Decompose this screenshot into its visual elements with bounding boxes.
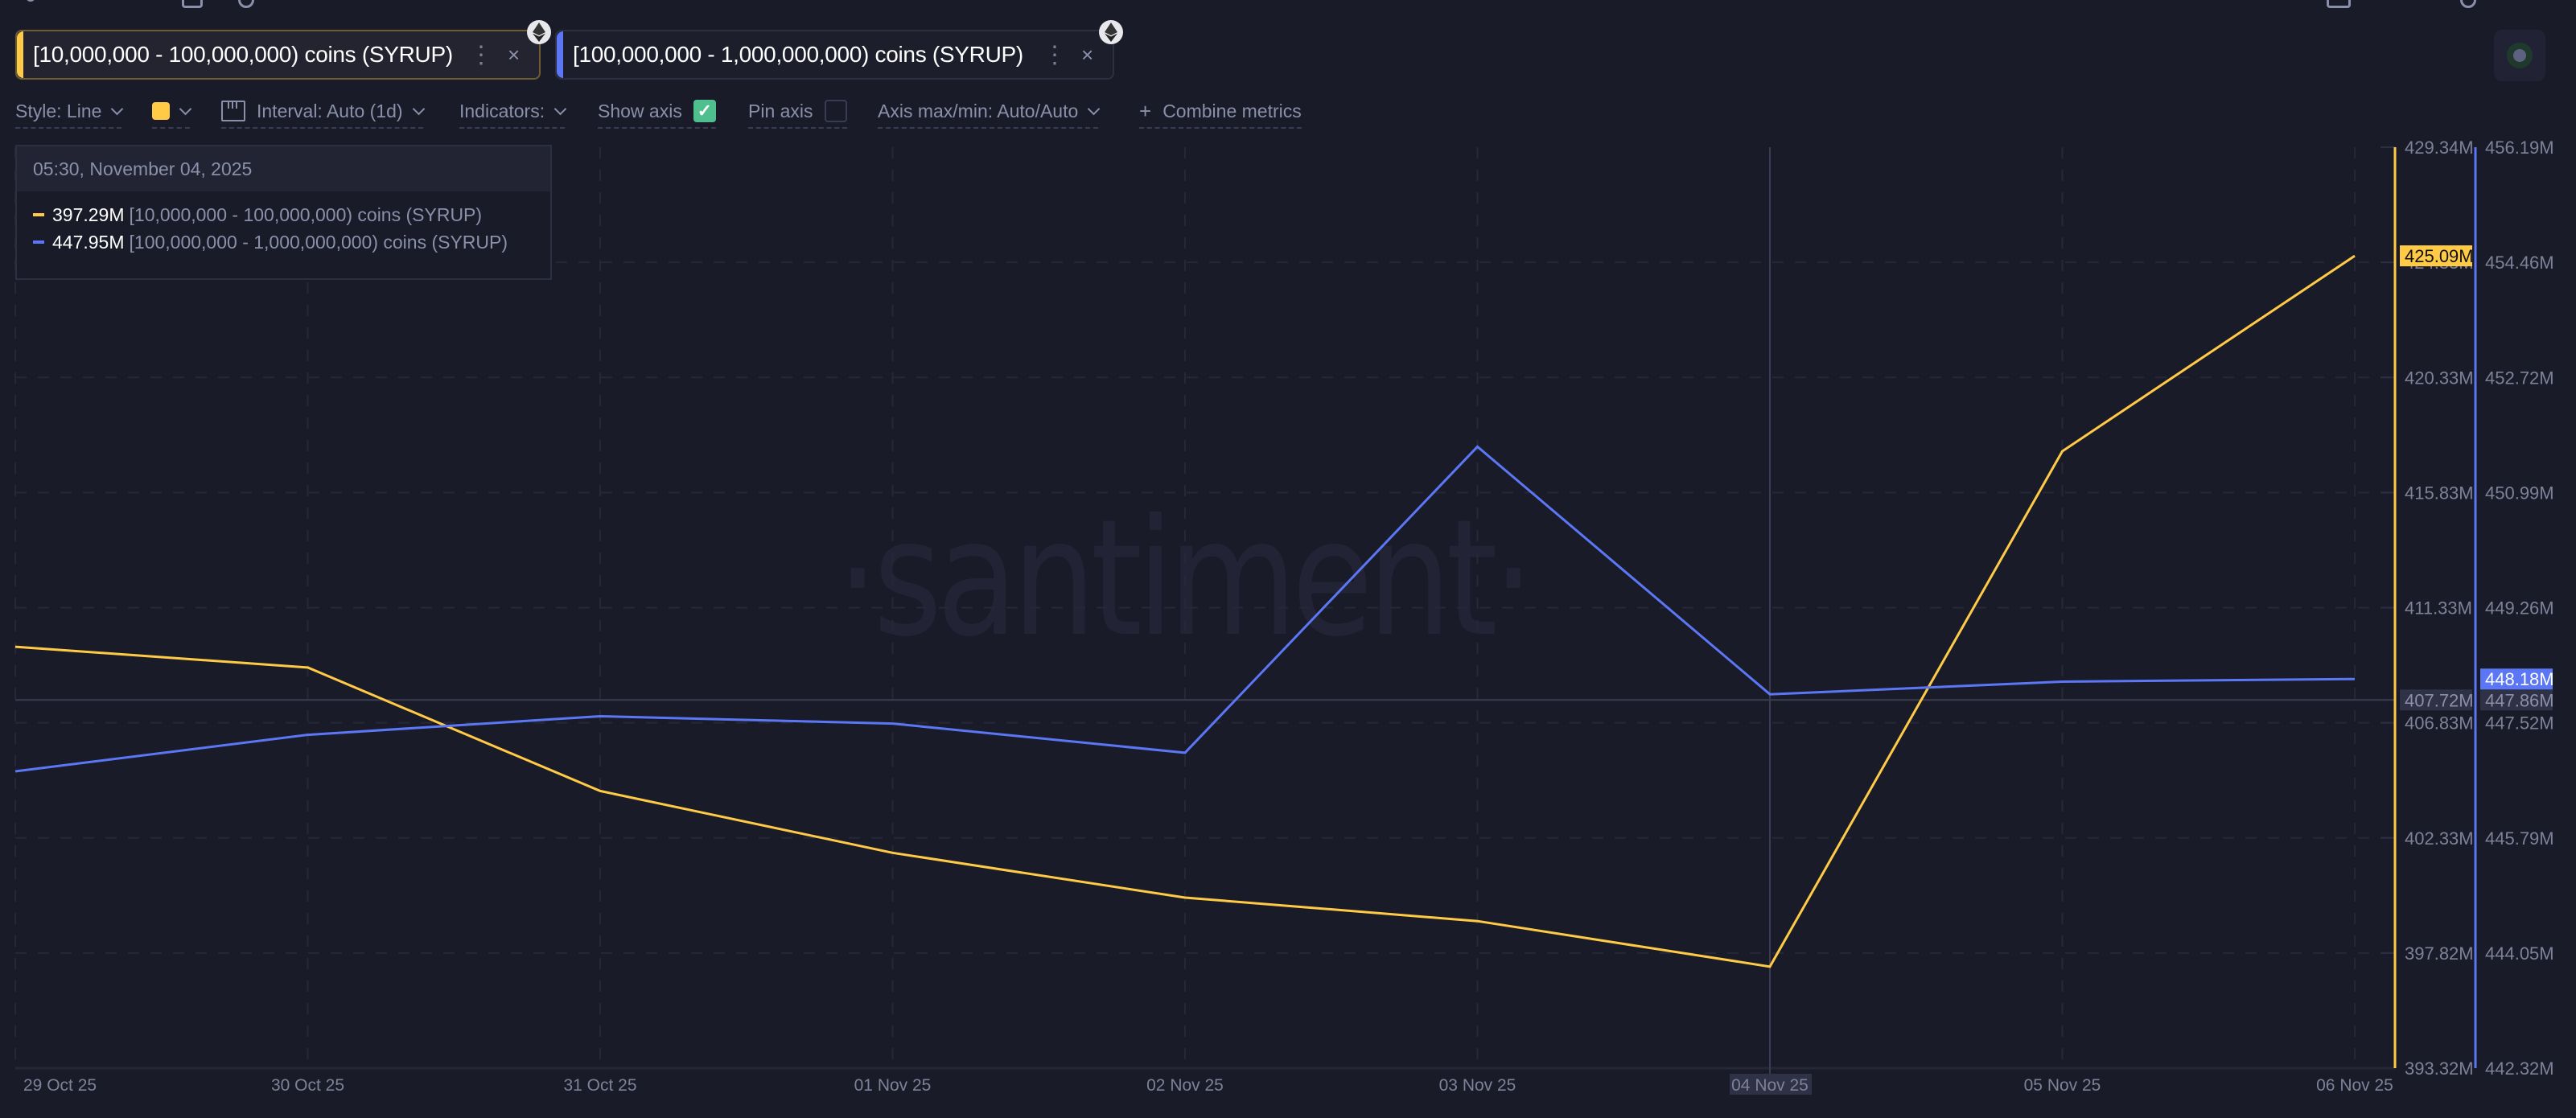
tooltip-row: 397.29M [10,000,000 - 100,000,000) coins…: [33, 201, 550, 228]
more-options-icon[interactable]: ⋮: [469, 42, 493, 68]
y-axis-tick-label-right: 452.72M: [2485, 368, 2554, 388]
x-axis-tick-label: 30 Oct 25: [271, 1076, 344, 1095]
clipped-icon: [2460, 0, 2476, 8]
last-value-label: 425.09M: [2405, 246, 2474, 266]
interval-label: Interval: Auto (1d): [257, 100, 403, 121]
x-axis-tick-label: 29 Oct 25: [23, 1076, 97, 1095]
y-axis-tick-label-right: 447.52M: [2485, 713, 2554, 734]
style-dropdown[interactable]: Style: Line: [15, 95, 124, 129]
crosshair-label-bg: [2480, 689, 2553, 711]
y-axis-tick-label-left: 393.32M: [2405, 1058, 2474, 1079]
metric-tab-label: [10,000,000 - 100,000,000) coins (SYRUP): [33, 42, 453, 67]
metric-tab-100m-1b[interactable]: [100,000,000 - 1,000,000,000) coins (SYR…: [555, 20, 1123, 80]
series-color-dash: [33, 240, 44, 244]
chart-tooltip: 05:30, November 04, 2025 397.29M [10,000…: [15, 145, 552, 280]
x-axis-tick-label: 03 Nov 25: [1439, 1076, 1516, 1095]
show-axis-toggle[interactable]: Show axis ✓: [598, 95, 716, 129]
close-icon[interactable]: ×: [1081, 43, 1094, 67]
y-axis-tick-label-right: 445.79M: [2485, 828, 2554, 849]
combine-metrics-label: Combine metrics: [1162, 100, 1302, 121]
tooltip-value: 447.95M: [52, 231, 125, 253]
record-button[interactable]: [2494, 30, 2545, 81]
chart-settings-toolbar: Style: Line Interval: Auto (1d) Indicato…: [0, 95, 1368, 130]
y-axis-tick-label-right: 454.46M: [2485, 253, 2554, 273]
interval-icon: [221, 101, 245, 121]
tooltip-series-name: [10,000,000 - 100,000,000) coins (SYRUP): [129, 203, 483, 225]
y-axis-tick-label-left: 406.83M: [2405, 713, 2474, 734]
style-label: Style: Line: [15, 100, 102, 121]
axis-maxmin-dropdown[interactable]: Axis max/min: Auto/Auto: [878, 95, 1101, 129]
metric-tab-10m-100m[interactable]: [10,000,000 - 100,000,000) coins (SYRUP)…: [15, 20, 551, 80]
series-line[interactable]: [14, 254, 2356, 968]
pin-axis-checkbox[interactable]: [824, 100, 847, 122]
tooltip-value: 397.29M: [52, 203, 125, 225]
tooltip-series-name: [100,000,000 - 1,000,000,000) coins (SYR…: [129, 231, 508, 253]
indicators-dropdown[interactable]: Indicators:: [459, 95, 567, 129]
clipped-icon: [182, 0, 203, 8]
pin-axis-label: Pin axis: [748, 100, 813, 121]
x-axis-tick-label: 04 Nov 25: [1731, 1076, 1809, 1095]
y-axis-tick-label-left: 402.33M: [2405, 828, 2474, 849]
series-color-dash: [33, 213, 44, 216]
show-axis-checkbox[interactable]: ✓: [693, 100, 716, 122]
indicators-label: Indicators:: [459, 100, 545, 121]
y-axis-tick-label-left: 411.33M: [2405, 598, 2472, 619]
y-axis-tick-label-left: 420.33M: [2405, 368, 2474, 388]
y-axis-tick-label-left: 415.83M: [2405, 483, 2474, 503]
ethereum-icon: [527, 20, 551, 44]
metric-color-stripe: [557, 31, 563, 78]
more-options-icon[interactable]: ⋮: [1043, 42, 1067, 68]
y-axis-tick-label-right: 444.05M: [2485, 943, 2554, 964]
crosshair-label-bg: [2400, 689, 2472, 711]
x-axis-tick-label: 01 Nov 25: [854, 1076, 932, 1095]
pin-axis-toggle[interactable]: Pin axis: [748, 95, 847, 129]
combine-metrics-button[interactable]: + Combine metrics: [1139, 95, 1302, 129]
x-axis-tick-label: 02 Nov 25: [1146, 1076, 1224, 1095]
y-axis-tick-label-right: 442.32M: [2485, 1058, 2554, 1079]
y-axis-tick-label-left: 429.34M: [2405, 138, 2474, 158]
clipped-icon: [2327, 0, 2351, 8]
y-axis-tick-label-right: 450.99M: [2485, 483, 2554, 503]
show-axis-label: Show axis: [598, 100, 682, 121]
y-axis-tick-label-right: 456.19M: [2485, 138, 2554, 158]
crosshair-x-label-bg: [1730, 1074, 1812, 1095]
close-icon[interactable]: ×: [508, 43, 521, 67]
metric-tab-label: [100,000,000 - 1,000,000,000) coins (SYR…: [573, 42, 1023, 67]
last-value-badge: [2400, 245, 2472, 267]
series-line[interactable]: [14, 445, 2356, 773]
metric-color-stripe: [17, 31, 23, 78]
crosshair-label-left: 407.72M: [2405, 690, 2474, 710]
top-toolbar-clipped: [0, 0, 2576, 10]
ethereum-icon: [1099, 20, 1123, 44]
color-dropdown[interactable]: [152, 95, 192, 129]
interval-dropdown[interactable]: Interval: Auto (1d): [221, 95, 425, 129]
record-icon: [2507, 43, 2533, 68]
x-axis-tick-label: 05 Nov 25: [2024, 1076, 2101, 1095]
x-axis-tick-label: 31 Oct 25: [563, 1076, 636, 1095]
last-value-badge: [2480, 668, 2553, 690]
last-value-label: 448.18M: [2485, 669, 2554, 689]
y-axis-tick-label-right: 449.26M: [2485, 598, 2554, 619]
x-axis-tick-label: 06 Nov 25: [2316, 1076, 2393, 1095]
plus-icon: +: [1139, 98, 1152, 123]
color-swatch: [152, 102, 170, 120]
crosshair-label-right: 447.86M: [2485, 690, 2554, 710]
tooltip-date: 05:30, November 04, 2025: [17, 146, 550, 191]
clipped-icon: [238, 0, 254, 8]
tooltip-row: 447.95M [100,000,000 - 1,000,000,000) co…: [33, 228, 550, 256]
axis-maxmin-label: Axis max/min: Auto/Auto: [878, 100, 1079, 121]
y-axis-tick-label-left: 397.82M: [2405, 943, 2474, 964]
